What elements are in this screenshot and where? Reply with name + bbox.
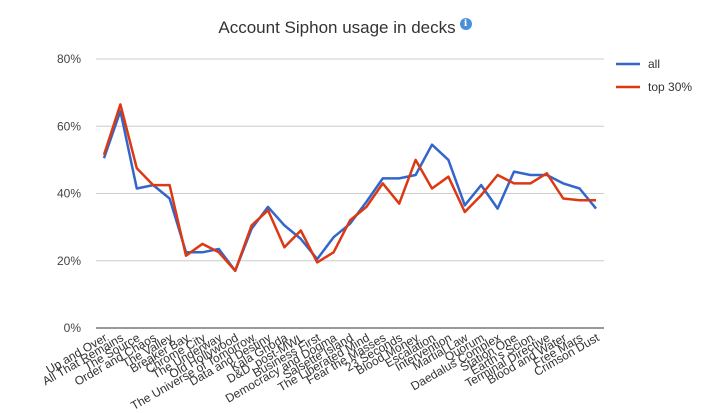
legend-label[interactable]: all [648, 57, 660, 71]
series-lines [102, 103, 597, 273]
info-icon[interactable]: i [459, 18, 472, 31]
legend: all top 30% [616, 57, 692, 94]
y-tick-label: 60% [57, 119, 81, 133]
series-line-all[interactable] [102, 109, 597, 273]
chart-title: Account Siphon usage in decks i [0, 18, 690, 38]
legend-label[interactable]: top 30% [648, 80, 692, 94]
y-tick-label: 40% [57, 187, 81, 201]
y-axis-ticks: 0% 20% 40% 60% 80% [57, 52, 81, 335]
series-line-top-30-[interactable] [102, 103, 596, 273]
grid-lines [96, 58, 604, 329]
chart-title-text: Account Siphon usage in decks [218, 18, 456, 37]
y-tick-label: 80% [57, 52, 81, 66]
y-tick-label: 0% [64, 321, 82, 335]
y-tick-label: 20% [57, 254, 81, 268]
